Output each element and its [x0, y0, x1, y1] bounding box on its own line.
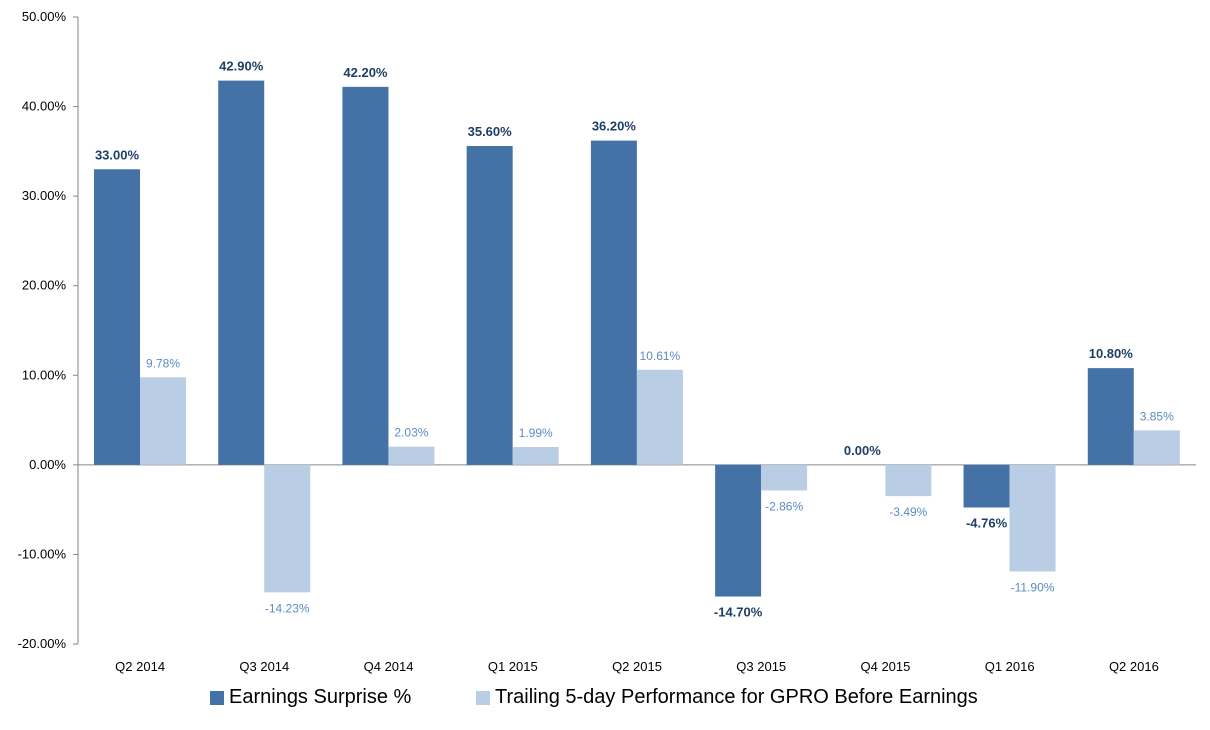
- trailing-performance-label: 10.61%: [640, 349, 681, 363]
- earnings-surprise-bar: [218, 80, 265, 465]
- earnings-surprise-bar: [590, 140, 637, 465]
- bars: [94, 80, 1180, 597]
- trailing-performance-bar: [512, 447, 559, 465]
- x-tick-label: Q1 2015: [488, 659, 538, 674]
- earnings-surprise-label: 36.20%: [592, 119, 637, 134]
- y-tick-label: 50.00%: [22, 9, 67, 24]
- trailing-performance-label: -2.86%: [765, 499, 803, 513]
- earnings-surprise-label: 35.60%: [468, 124, 513, 139]
- trailing-performance-label: -11.90%: [1011, 580, 1055, 594]
- earnings-surprise-bar: [342, 86, 389, 465]
- x-tick-label: Q2 2014: [115, 659, 165, 674]
- earnings-surprise-label: -14.70%: [714, 605, 763, 620]
- x-tick-label: Q3 2015: [736, 659, 786, 674]
- earnings-surprise-bar: [466, 145, 513, 465]
- y-tick-label: 20.00%: [22, 278, 67, 293]
- x-tick-label: Q3 2014: [239, 659, 289, 674]
- bar-labels: 33.00% 42.90% 42.20% 35.60% 36.20% -14.70% 0.0…: [95, 59, 1174, 620]
- trailing-performance-bar: [264, 464, 311, 593]
- trailing-performance-bar: [388, 446, 435, 465]
- trailing-performance-bar: [140, 377, 186, 465]
- earnings-surprise-bar: [94, 169, 140, 465]
- trailing-performance-bar: [1009, 464, 1056, 572]
- earnings-surprise-bar: [715, 464, 762, 597]
- trailing-performance-label: 9.78%: [146, 356, 180, 370]
- y-axis: -20.00% -10.00% 0.00% 10.00% 20.00% 30.00% 40.…: [18, 9, 79, 651]
- earnings-surprise-bar: [963, 464, 1010, 508]
- y-tick-label: 40.00%: [22, 99, 67, 114]
- trailing-performance-bar: [761, 464, 808, 491]
- x-tick-label: Q2 2016: [1109, 659, 1159, 674]
- x-tick-label: Q2 2015: [612, 659, 662, 674]
- trailing-performance-label: 3.85%: [1140, 409, 1174, 423]
- y-tick-label: 0.00%: [29, 457, 66, 472]
- trailing-performance-bar: [636, 369, 683, 465]
- y-tick-label: -10.00%: [18, 546, 67, 561]
- legend: Earnings Surprise % Trailing 5-day Perfor…: [210, 686, 978, 708]
- y-tick-label: 30.00%: [22, 188, 67, 203]
- trailing-performance-label: -14.23%: [265, 601, 310, 615]
- legend-swatch-earnings-surprise: [210, 691, 224, 705]
- y-tick-label: -20.00%: [18, 636, 67, 651]
- x-tick-label: Q1 2016: [985, 659, 1035, 674]
- x-axis: Q2 2014 Q3 2014 Q4 2014 Q1 2015 Q2 2015 Q3 20…: [78, 464, 1196, 674]
- earnings-surprise-label: 0.00%: [844, 443, 881, 458]
- trailing-performance-bar: [1133, 430, 1180, 465]
- earnings-surprise-label: 42.20%: [343, 65, 388, 80]
- legend-label-trailing-performance: Trailing 5-day Performance for GPRO Befo…: [495, 686, 978, 708]
- trailing-performance-label: 1.99%: [519, 426, 553, 440]
- legend-label-earnings-surprise: Earnings Surprise %: [229, 686, 412, 708]
- x-tick-label: Q4 2015: [861, 659, 911, 674]
- earnings-surprise-label: 33.00%: [95, 147, 140, 162]
- y-tick-label: 10.00%: [22, 367, 67, 382]
- trailing-performance-bar: [885, 464, 932, 497]
- earnings-surprise-bar: [1087, 368, 1134, 465]
- earnings-surprise-label: -4.76%: [966, 515, 1008, 530]
- trailing-performance-label: 2.03%: [394, 426, 428, 440]
- x-tick-label: Q4 2014: [364, 659, 414, 674]
- legend-swatch-trailing-performance: [476, 691, 490, 705]
- earnings-surprise-label: 42.90%: [219, 59, 264, 74]
- earnings-surprise-label: 10.80%: [1089, 346, 1134, 361]
- trailing-performance-label: -3.49%: [889, 505, 927, 519]
